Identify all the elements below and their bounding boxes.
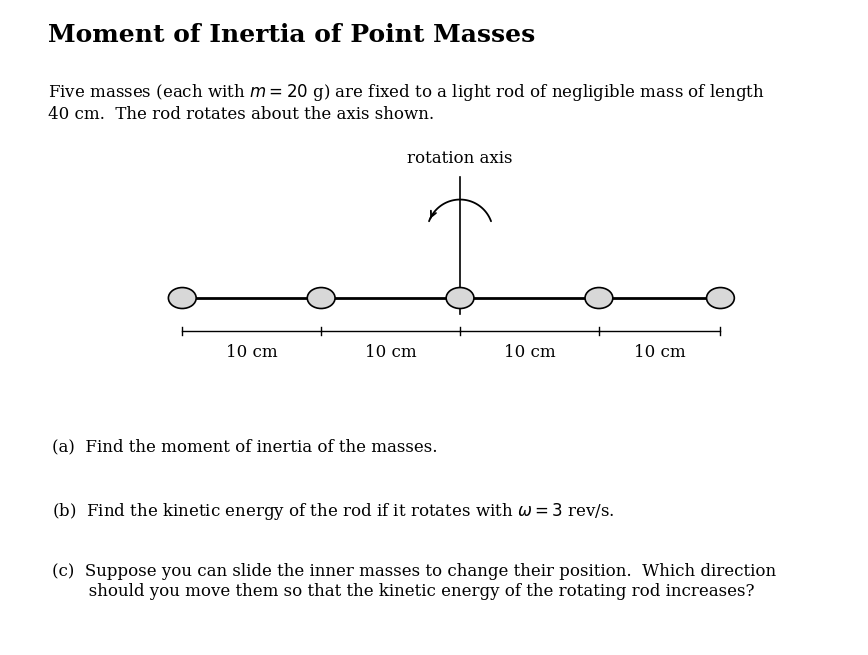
Text: 10 cm: 10 cm bbox=[503, 344, 556, 361]
Circle shape bbox=[307, 288, 335, 309]
Circle shape bbox=[707, 288, 734, 309]
Text: 40 cm.  The rod rotates about the axis shown.: 40 cm. The rod rotates about the axis sh… bbox=[48, 106, 434, 123]
Text: 10 cm: 10 cm bbox=[226, 344, 278, 361]
Text: (b)  Find the kinetic energy of the rod if it rotates with $\omega = 3$ rev/s.: (b) Find the kinetic energy of the rod i… bbox=[52, 501, 615, 522]
Text: 10 cm: 10 cm bbox=[365, 344, 417, 361]
Text: (a)  Find the moment of inertia of the masses.: (a) Find the moment of inertia of the ma… bbox=[52, 439, 437, 456]
Circle shape bbox=[585, 288, 613, 309]
Text: (c)  Suppose you can slide the inner masses to change their position.  Which dir: (c) Suppose you can slide the inner mass… bbox=[52, 563, 776, 600]
Text: Five masses (each with $m = 20$ g) are fixed to a light rod of negligible mass o: Five masses (each with $m = 20$ g) are f… bbox=[48, 82, 765, 103]
Text: 10 cm: 10 cm bbox=[634, 344, 686, 361]
Text: Moment of Inertia of Point Masses: Moment of Inertia of Point Masses bbox=[48, 23, 535, 47]
Circle shape bbox=[446, 288, 474, 309]
Circle shape bbox=[168, 288, 196, 309]
Text: rotation axis: rotation axis bbox=[407, 150, 513, 167]
